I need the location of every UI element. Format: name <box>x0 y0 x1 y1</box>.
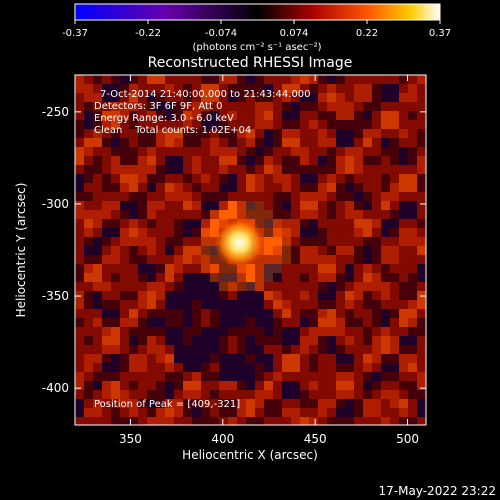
y-axis-title: Heliocentric Y (arcsec) <box>14 183 28 318</box>
chart-title: Reconstructed RHESSI Image <box>148 55 353 71</box>
plot-frame <box>74 74 427 426</box>
y-tick-label: -250 <box>42 105 69 119</box>
colorbar-tick-label: 0.22 <box>356 28 378 39</box>
info-line-detectors: Detectors: 3F 6F 9F, Att 0 <box>94 101 222 112</box>
x-tick-label: 500 <box>396 432 419 446</box>
info-line-counts: Clean Total counts: 1.02E+04 <box>94 125 251 136</box>
x-tick-label: 350 <box>119 432 142 446</box>
x-axis-title: Heliocentric X (arcsec) <box>182 448 318 462</box>
colorbar-tick-label: -0.074 <box>205 28 237 39</box>
info-line-time: 7-Oct-2014 21:40:00.000 to 21:43:44.000 <box>100 89 311 100</box>
colorbar <box>74 3 441 21</box>
colorbar-tick-label: 0.37 <box>429 28 451 39</box>
info-line-energy: Energy Range: 3.0 - 6.0 keV <box>94 113 234 124</box>
colorbar-unit-label: (photons cm⁻² s⁻¹ asec⁻²) <box>192 42 321 53</box>
colorbar-tick-label: -0.22 <box>135 28 161 39</box>
y-tick-label: -350 <box>42 289 69 303</box>
x-tick-label: 450 <box>304 432 327 446</box>
info-block: 7-Oct-2014 21:40:00.000 to 21:43:44.000 … <box>94 89 311 136</box>
x-tick-label: 400 <box>211 432 234 446</box>
peak-position-label: Position of Peak = [409,-321] <box>94 399 240 410</box>
axis-ticks: 350 400 450 500 -250 -300 -350 -400 <box>42 75 426 446</box>
colorbar-tick-label: 0.074 <box>280 28 309 39</box>
y-tick-label: -400 <box>42 381 69 395</box>
heatmap <box>75 75 426 425</box>
colorbar-ticks: -0.37 -0.22 -0.074 0.074 0.22 0.37 <box>62 20 451 39</box>
y-tick-label: -300 <box>42 197 69 211</box>
timestamp: 17-May-2022 23:22 <box>379 484 496 498</box>
colorbar-tick-label: -0.37 <box>62 28 88 39</box>
peak-blob <box>213 216 266 269</box>
